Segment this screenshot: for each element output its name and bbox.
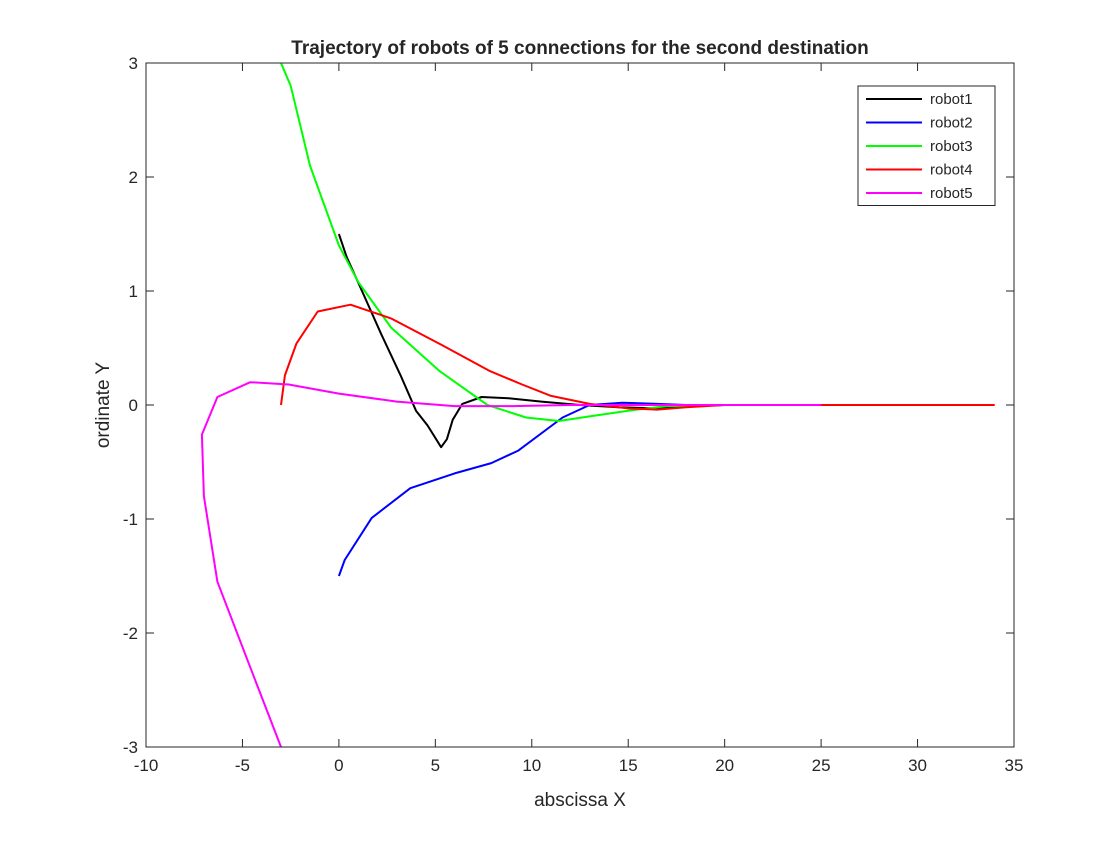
x-tick-label: 25 bbox=[812, 756, 831, 775]
y-tick-label: 3 bbox=[129, 54, 138, 73]
x-tick-label: -10 bbox=[134, 756, 159, 775]
series-line-robot3 bbox=[280, 63, 822, 422]
x-tick-label: 20 bbox=[715, 756, 734, 775]
y-tick-label: 1 bbox=[129, 282, 138, 301]
y-axis-label: ordinate Y bbox=[93, 362, 114, 449]
legend-label-robot5: robot5 bbox=[930, 185, 973, 202]
x-tick-label: 30 bbox=[908, 756, 927, 775]
y-tick-label: -2 bbox=[123, 624, 138, 643]
legend-label-robot1: robot1 bbox=[930, 91, 973, 108]
x-tick-label: 15 bbox=[619, 756, 638, 775]
x-axis-label: abscissa X bbox=[534, 790, 626, 811]
y-tick-label: 2 bbox=[129, 168, 138, 187]
series-line-robot2 bbox=[337, 401, 764, 577]
y-tick-label: 0 bbox=[129, 396, 138, 415]
x-tick-label: -5 bbox=[235, 756, 250, 775]
series-line-robot5 bbox=[200, 381, 822, 747]
legend: robot1 robot2 robot3 robot4 robot5 bbox=[857, 85, 996, 206]
series-layer bbox=[200, 63, 995, 747]
x-tick-label: 5 bbox=[431, 756, 440, 775]
legend-label-robot3: robot3 bbox=[930, 138, 973, 155]
legend-label-robot4: robot4 bbox=[930, 162, 973, 179]
x-tick-label: 10 bbox=[522, 756, 541, 775]
y-tick-label: -1 bbox=[123, 510, 138, 529]
y-tick-label: -3 bbox=[123, 738, 138, 757]
x-tick-label: 0 bbox=[334, 756, 343, 775]
legend-label-robot2: robot2 bbox=[930, 115, 973, 132]
chart-title: Trajectory of robots of 5 connections fo… bbox=[291, 38, 868, 59]
x-tick-label: 35 bbox=[1005, 756, 1024, 775]
